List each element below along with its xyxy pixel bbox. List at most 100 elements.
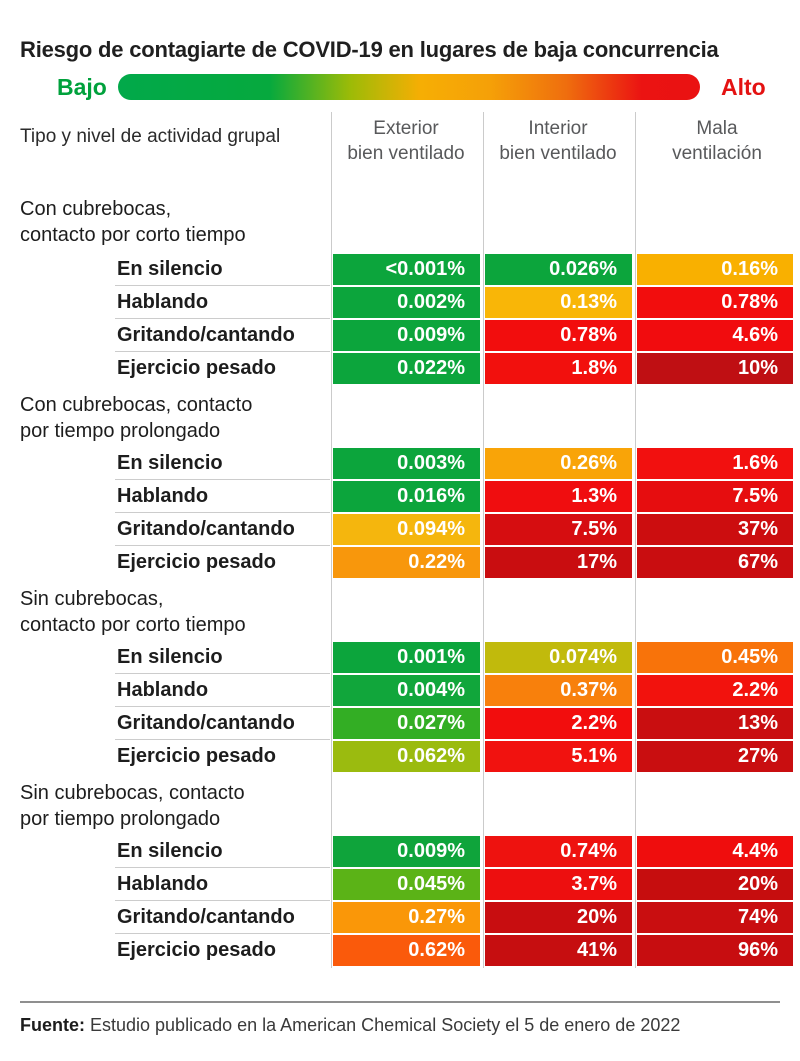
footer-divider	[20, 1001, 780, 1003]
risk-cell: 0.22%	[333, 547, 480, 578]
risk-cell: 0.003%	[333, 448, 480, 479]
activity-row: En silencio 0.009% 0.74% 4.4%	[0, 836, 800, 867]
activity-row: Ejercicio pesado 0.022% 1.8% 10%	[0, 351, 800, 384]
risk-cell: 0.094%	[333, 514, 480, 545]
activity-label: Gritando/cantando	[0, 706, 330, 739]
group-title: Sin cubrebocas, contacto por tiempo prol…	[20, 782, 245, 830]
risk-cell: 7.5%	[485, 514, 632, 545]
activity-row: Hablando 0.004% 0.37% 2.2%	[0, 673, 800, 706]
activity-label: En silencio	[117, 840, 223, 862]
risk-cell: 0.78%	[637, 287, 793, 318]
activity-label: Gritando/cantando	[0, 512, 330, 545]
activity-row: Ejercicio pesado 0.062% 5.1% 27%	[0, 739, 800, 772]
risk-cell: <0.001%	[333, 254, 480, 285]
risk-cell: 0.37%	[485, 675, 632, 706]
risk-cell: 0.002%	[333, 287, 480, 318]
column-header-exterior: Exterior bien ventilado	[347, 118, 465, 164]
risk-cell: 96%	[637, 935, 793, 966]
risk-cell: 1.8%	[485, 353, 632, 384]
risk-cell: 0.13%	[485, 287, 632, 318]
risk-cell: 7.5%	[637, 481, 793, 512]
risk-cell: 0.009%	[333, 320, 480, 351]
column-header-mala-ventilacion: Mala ventilación	[672, 118, 762, 164]
risk-cell: 0.016%	[333, 481, 480, 512]
risk-cell: 74%	[637, 902, 793, 933]
activity-row: Gritando/cantando 0.009% 0.78% 4.6%	[0, 318, 800, 351]
risk-cell: 20%	[485, 902, 632, 933]
activity-label: Hablando	[0, 673, 330, 706]
group-title: Con cubrebocas, contacto por tiempo prol…	[20, 394, 253, 442]
activity-row: En silencio <0.001% 0.026% 0.16%	[0, 254, 800, 285]
risk-cell: 1.6%	[637, 448, 793, 479]
activity-row: Hablando 0.002% 0.13% 0.78%	[0, 285, 800, 318]
risk-cell: 0.001%	[333, 642, 480, 673]
source-text: Estudio publicado en la American Chemica…	[90, 1015, 681, 1035]
row-header-label: Tipo y nivel de actividad grupal	[20, 126, 281, 147]
risk-cell: 0.27%	[333, 902, 480, 933]
risk-cell: 0.78%	[485, 320, 632, 351]
risk-cell: 0.45%	[637, 642, 793, 673]
risk-cell: 0.62%	[333, 935, 480, 966]
risk-cell: 0.16%	[637, 254, 793, 285]
group-title: Sin cubrebocas, contacto por corto tiemp…	[20, 588, 246, 636]
risk-cell: 0.062%	[333, 741, 480, 772]
risk-cell: 0.027%	[333, 708, 480, 739]
source-note: Fuente: Estudio publicado en la American …	[20, 1015, 680, 1036]
activity-row: Hablando 0.045% 3.7% 20%	[0, 867, 800, 900]
column-divider	[483, 112, 484, 968]
legend-low-label: Bajo	[57, 74, 107, 100]
activity-label: Hablando	[0, 867, 330, 900]
risk-cell: 2.2%	[637, 675, 793, 706]
activity-row: Gritando/cantando 0.027% 2.2% 13%	[0, 706, 800, 739]
risk-cell: 0.074%	[485, 642, 632, 673]
risk-cell: 0.022%	[333, 353, 480, 384]
risk-cell: 41%	[485, 935, 632, 966]
activity-label: Gritando/cantando	[0, 318, 330, 351]
activity-row: Ejercicio pesado 0.22% 17% 67%	[0, 545, 800, 578]
activity-label: Ejercicio pesado	[0, 545, 330, 578]
group-title: Con cubrebocas, contacto por corto tiemp…	[20, 198, 246, 246]
column-header-interior: Interior bien ventilado	[499, 118, 617, 164]
risk-cell: 0.74%	[485, 836, 632, 867]
activity-label: Ejercicio pesado	[0, 739, 330, 772]
legend-high-label: Alto	[721, 74, 766, 100]
risk-cell: 0.004%	[333, 675, 480, 706]
risk-cell: 4.4%	[637, 836, 793, 867]
risk-cell: 0.045%	[333, 869, 480, 900]
activity-row: Gritando/cantando 0.094% 7.5% 37%	[0, 512, 800, 545]
risk-cell: 3.7%	[485, 869, 632, 900]
activity-label: En silencio	[117, 452, 223, 474]
risk-scale-legend: Bajo Alto	[0, 72, 800, 102]
activity-row: Hablando 0.016% 1.3% 7.5%	[0, 479, 800, 512]
risk-cell: 10%	[637, 353, 793, 384]
risk-cell: 37%	[637, 514, 793, 545]
activity-label: En silencio	[117, 258, 223, 280]
column-divider	[331, 112, 332, 968]
risk-cell: 2.2%	[485, 708, 632, 739]
activity-label: Ejercicio pesado	[0, 351, 330, 384]
risk-table: Tipo y nivel de actividad grupal Exterio…	[0, 112, 800, 968]
page-title: Riesgo de contagiarte de COVID-19 en lug…	[20, 36, 719, 62]
table-header-row: Tipo y nivel de actividad grupal Exterio…	[0, 112, 800, 170]
activity-row: Gritando/cantando 0.27% 20% 74%	[0, 900, 800, 933]
risk-cell: 13%	[637, 708, 793, 739]
risk-cell: 27%	[637, 741, 793, 772]
risk-gradient-bar	[118, 74, 700, 100]
activity-label: En silencio	[117, 646, 223, 668]
column-divider	[635, 112, 636, 968]
risk-cell: 67%	[637, 547, 793, 578]
risk-cell: 5.1%	[485, 741, 632, 772]
table-body: Con cubrebocas, contacto por corto tiemp…	[0, 170, 800, 966]
activity-row: En silencio 0.003% 0.26% 1.6%	[0, 448, 800, 479]
risk-cell: 1.3%	[485, 481, 632, 512]
activity-label: Ejercicio pesado	[0, 933, 330, 966]
activity-label: Hablando	[0, 479, 330, 512]
activity-label: Gritando/cantando	[0, 900, 330, 933]
activity-row: Ejercicio pesado 0.62% 41% 96%	[0, 933, 800, 966]
risk-cell: 17%	[485, 547, 632, 578]
risk-cell: 0.009%	[333, 836, 480, 867]
risk-cell: 20%	[637, 869, 793, 900]
activity-label: Hablando	[0, 285, 330, 318]
activity-row: En silencio 0.001% 0.074% 0.45%	[0, 642, 800, 673]
